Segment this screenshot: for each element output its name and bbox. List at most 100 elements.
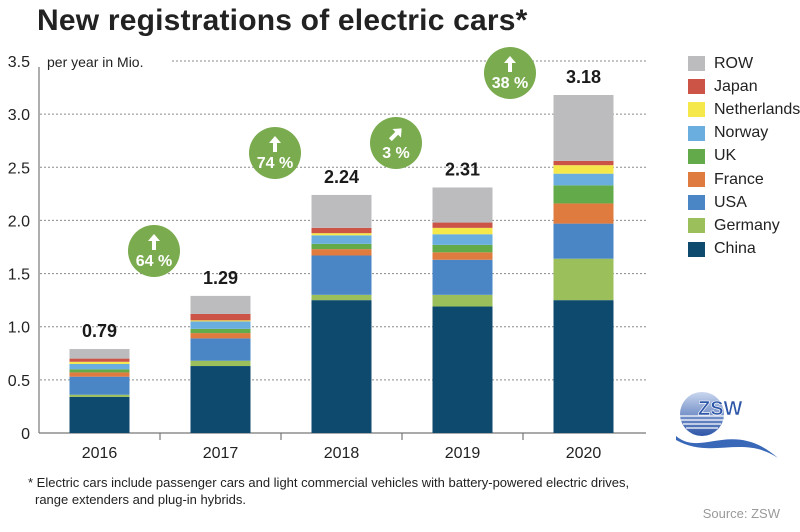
- bar-segment-japan: [69, 358, 130, 362]
- bars: [69, 95, 614, 433]
- growth-bubble: 74 %: [249, 127, 301, 179]
- logo-text: ZSW: [698, 398, 743, 420]
- footnote-line-2: range extenders and plug-in hybrids.: [35, 492, 247, 507]
- chart-title: New registrations of electric cars*: [37, 4, 528, 37]
- bar-segment-usa: [311, 255, 372, 295]
- bar-segment-row: [69, 349, 130, 359]
- arrow-up-icon: [148, 234, 160, 250]
- bar-segment-japan: [553, 160, 614, 166]
- bar-segment-uk: [69, 369, 130, 373]
- legend-label: France: [714, 170, 764, 188]
- total-label: 3.18: [566, 67, 601, 87]
- bar-segment-uk: [553, 185, 614, 204]
- growth-label: 3 %: [382, 145, 410, 162]
- growth-bubble-circle: [128, 225, 180, 277]
- total-label: 0.79: [82, 321, 117, 341]
- y-tick-label: 0.5: [8, 373, 30, 390]
- y-tick-label: 3.0: [8, 107, 30, 124]
- bar-segment-uk: [311, 243, 372, 250]
- legend-swatch: [688, 195, 705, 211]
- arrow-shape: [148, 234, 160, 250]
- bar-segment-usa: [190, 338, 251, 361]
- bar-segment-usa: [553, 223, 614, 259]
- legend-item-china: China: [688, 238, 800, 261]
- growth-label: 64 %: [136, 253, 172, 270]
- bar-segment-usa: [69, 376, 130, 395]
- bar-segment-netherlands: [432, 227, 493, 235]
- x-tick-label: 2018: [324, 445, 360, 462]
- arrow-up-icon: [269, 136, 281, 152]
- unit-label: per year in Mio.: [47, 54, 148, 70]
- bar-segment-norway: [553, 173, 614, 186]
- legend-label: Netherlands: [714, 100, 800, 118]
- legend-swatch: [688, 125, 705, 141]
- legend-item-row: ROW: [688, 52, 800, 75]
- gridlines: [40, 60, 646, 381]
- bar-segment-china: [190, 366, 251, 433]
- bar-segment-row: [190, 295, 251, 314]
- bar-segment-uk: [190, 328, 251, 334]
- legend-item-usa: USA: [688, 191, 800, 214]
- y-tick-label: 1.5: [8, 267, 30, 284]
- bar-segment-germany: [553, 258, 614, 301]
- total-label: 2.24: [324, 167, 359, 187]
- x-tick-label: 2016: [82, 445, 118, 462]
- bar-segment-row: [311, 194, 372, 228]
- legend-label: USA: [714, 193, 747, 211]
- legend-item-norway: Norway: [688, 122, 800, 145]
- bar-segment-france: [190, 333, 251, 339]
- bar-segment-japan: [432, 222, 493, 228]
- bar-stack-2018: [311, 194, 372, 433]
- logo-wave-icon: [676, 436, 778, 458]
- bar-segment-uk: [432, 244, 493, 253]
- x-tick-label: 2019: [445, 445, 481, 462]
- bar-segment-china: [69, 396, 130, 433]
- legend-swatch: [688, 56, 705, 72]
- bar-segment-norway: [190, 321, 251, 329]
- growth-bubble-circle: [484, 47, 536, 99]
- y-tick-label: 2.0: [8, 213, 30, 230]
- legend-item-uk: UK: [688, 145, 800, 168]
- legend-label: Japan: [714, 77, 758, 95]
- bar-segment-germany: [69, 394, 130, 397]
- footnote-line-1: * Electric cars include passenger cars a…: [28, 475, 630, 490]
- zsw-logo: ZSW: [676, 392, 778, 458]
- growth-bubble-circle: [249, 127, 301, 179]
- bar-segment-china: [553, 300, 614, 433]
- arrow-shape: [388, 128, 402, 142]
- bar-segment-china: [432, 306, 493, 433]
- logo-globe-icon: [680, 392, 724, 436]
- legend-swatch: [688, 102, 705, 118]
- growth-label: 74 %: [257, 155, 293, 172]
- legend-swatch: [688, 79, 705, 95]
- bar-segment-netherlands: [69, 361, 130, 364]
- arrow-shape: [269, 136, 281, 152]
- bar-segment-netherlands: [190, 320, 251, 322]
- bar-segment-france: [311, 249, 372, 256]
- growth-bubble: 64 %: [128, 225, 180, 277]
- bar-segment-germany: [432, 294, 493, 307]
- bar-segment-japan: [311, 227, 372, 234]
- bar-segment-norway: [432, 234, 493, 245]
- y-tick-label: 2.5: [8, 160, 30, 177]
- y-axis: 0 0.5 1.0 1.5 2.0 2.5 3.0 3.5: [8, 54, 40, 443]
- y-tick-label: 0: [21, 426, 30, 443]
- growth-bubble-circle: [370, 117, 422, 169]
- total-label: 1.29: [203, 268, 238, 288]
- footnote: * Electric cars include passenger cars a…: [28, 474, 629, 508]
- legend-label: China: [714, 240, 756, 258]
- total-labels: 0.79 1.29 2.24 2.31 3.18: [82, 67, 601, 341]
- bar-segment-usa: [432, 259, 493, 295]
- legend-item-netherlands: Netherlands: [688, 98, 800, 121]
- bar-segment-france: [432, 252, 493, 260]
- x-axis: 2016 2017 2018 2019 2020: [39, 432, 646, 462]
- y-tick-label: 3.5: [8, 54, 30, 71]
- growth-annotations: 64 % 74 % 3 % 38 %: [128, 47, 536, 277]
- legend-item-japan: Japan: [688, 75, 800, 98]
- arrow-up-icon: [504, 56, 516, 72]
- bar-segment-germany: [190, 360, 251, 367]
- bar-segment-germany: [311, 294, 372, 301]
- bar-segment-norway: [311, 235, 372, 244]
- arrow-up-right-icon: [388, 128, 402, 142]
